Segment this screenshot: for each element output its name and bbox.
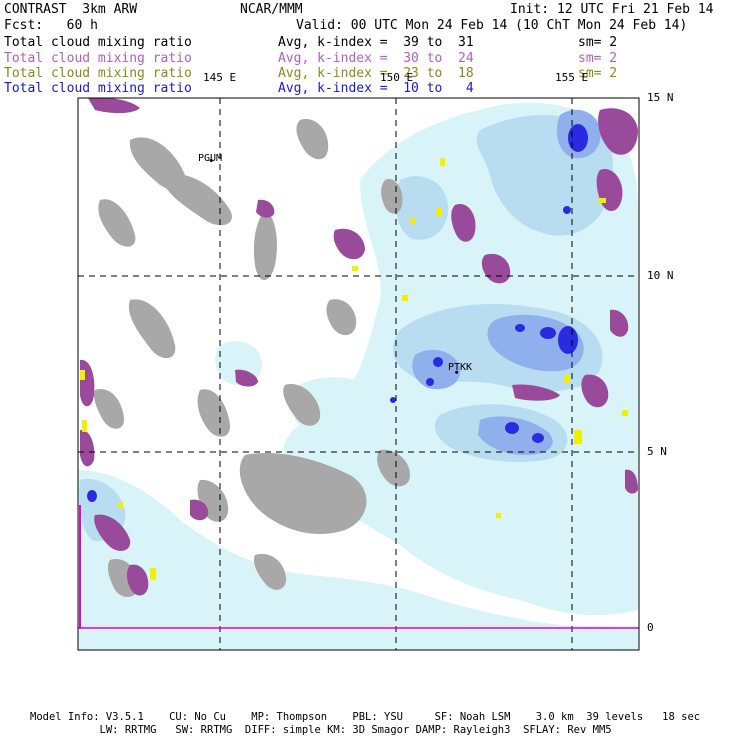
gray-streak-3 xyxy=(98,199,136,247)
field-3-avg: Avg, k-index = 23 to 18 xyxy=(278,66,474,81)
station-dot-pgum xyxy=(209,158,213,162)
gray-streak-5 xyxy=(296,119,329,160)
yellow-bit-12 xyxy=(118,502,123,508)
model-info-line-2: LW: RRTMG SW: RRTMG DIFF: simple KM: 3D … xyxy=(30,724,612,736)
purple-patch-3 xyxy=(451,204,476,242)
field-4-name: Total cloud mixing ratio xyxy=(4,81,192,96)
lon-label-145: 145 E xyxy=(203,71,237,84)
gray-streak-11 xyxy=(326,299,357,336)
field-2-avg: Avg, k-index = 30 to 24 xyxy=(278,51,474,66)
gray-streak-4 xyxy=(253,210,277,280)
purple-patch-17 xyxy=(625,469,638,494)
cloud-core-4 xyxy=(515,324,525,332)
gray-streak-13 xyxy=(377,449,410,487)
yellow-bit-8 xyxy=(574,430,582,444)
purple-patch-6 xyxy=(512,384,560,401)
field-2-sm: sm= 2 xyxy=(578,51,618,66)
cloud-core-11 xyxy=(87,490,97,502)
field-4-avg: Avg, k-index = 10 to 4 xyxy=(278,81,474,96)
yellow-bit-9 xyxy=(80,370,85,380)
yellow-bit-7 xyxy=(564,375,570,383)
purple-patch-15 xyxy=(610,309,629,337)
field-1-sm: sm= 2 xyxy=(578,35,618,50)
field-1-avg: Avg, k-index = 39 to 31 xyxy=(278,35,474,50)
gray-streak-8 xyxy=(239,452,367,535)
lat-label-0: 0 xyxy=(647,621,654,634)
valid-time: Valid: 00 UTC Mon 24 Feb 14 (10 ChT Mon … xyxy=(296,18,688,33)
cloud-medium-north-2 xyxy=(395,176,449,240)
lon-label-155: 155 E xyxy=(555,71,589,84)
cloud-region-central xyxy=(290,377,401,451)
station-ptkk-label: PTKK xyxy=(448,362,472,373)
purple-patch-9 xyxy=(94,514,131,552)
purple-patch-12 xyxy=(256,199,275,218)
field-3-name: Total cloud mixing ratio xyxy=(4,66,192,81)
gray-streak-2 xyxy=(160,173,232,226)
lat-label-10: 10 N xyxy=(647,269,674,282)
cloud-core-5 xyxy=(505,422,519,434)
gray-streak-16 xyxy=(254,553,287,590)
purple-patch-10 xyxy=(127,564,149,596)
station-dot-ptkk xyxy=(455,370,459,374)
map-frame xyxy=(77,97,640,651)
gray-streak-14 xyxy=(93,389,125,429)
cloud-core-12 xyxy=(390,397,396,403)
gray-streak-12 xyxy=(381,179,403,214)
station-markers: PGUM PTKK xyxy=(198,153,472,373)
purple-patch-8 xyxy=(80,429,95,467)
model-title: CONTRAST 3km ARW xyxy=(4,2,138,17)
station-pgum-label: PGUM xyxy=(198,153,222,164)
field-2-name: Total cloud mixing ratio xyxy=(4,51,192,66)
purple-patch-11 xyxy=(235,369,258,387)
yellow-bit-11 xyxy=(150,568,156,580)
yellow-bit-13 xyxy=(496,513,501,518)
cloud-core-10 xyxy=(563,206,571,214)
purple-patch-5 xyxy=(581,374,609,408)
cloud-core-3 xyxy=(540,327,556,339)
cloud-core-1 xyxy=(568,124,588,152)
yellow-bit-1 xyxy=(436,208,442,216)
cloud-dense-ptkk xyxy=(412,349,461,390)
yellow-bit-6 xyxy=(598,198,606,203)
cloud-dense-south xyxy=(478,416,553,455)
yellow-bit-10 xyxy=(82,420,87,432)
purple-patch-13 xyxy=(88,97,140,114)
cloud-core-6 xyxy=(532,433,544,443)
lat-label-15: 15 N xyxy=(647,91,674,104)
forecast-hour: Fcst: 60 h xyxy=(4,18,98,33)
cloud-core-2 xyxy=(558,326,578,354)
lat-label-5: 5 N xyxy=(647,445,667,458)
center-label: NCAR/MMM xyxy=(240,2,303,17)
lon-label-150: 150 E xyxy=(380,71,414,84)
gray-streak-6 xyxy=(128,299,176,359)
cloud-layer-gray xyxy=(93,119,410,597)
yellow-bit-14 xyxy=(622,410,628,416)
gray-streak-7 xyxy=(197,389,231,437)
field-3-sm: sm= 2 xyxy=(578,66,618,81)
field-1-name: Total cloud mixing ratio xyxy=(4,35,192,50)
purple-patch-1 xyxy=(598,108,638,155)
purple-patch-14 xyxy=(333,228,365,260)
cloud-core-8 xyxy=(426,378,434,386)
yellow-bit-3 xyxy=(352,266,358,271)
cloud-region-southwest xyxy=(78,470,638,650)
model-info-line-1: Model Info: V3.5.1 CU: No Cu MP: Thompso… xyxy=(30,711,701,723)
yellow-bit-5 xyxy=(440,158,445,166)
cloud-core-7 xyxy=(433,357,443,367)
yellow-bit-4 xyxy=(402,295,408,301)
init-time: Init: 12 UTC Fri 21 Feb 14 xyxy=(510,2,714,17)
cloud-layer-yellow xyxy=(80,158,628,580)
gray-streak-10 xyxy=(283,384,321,426)
purple-patch-16 xyxy=(190,499,209,521)
yellow-bit-2 xyxy=(410,218,415,224)
cloud-dense-center xyxy=(487,314,584,372)
